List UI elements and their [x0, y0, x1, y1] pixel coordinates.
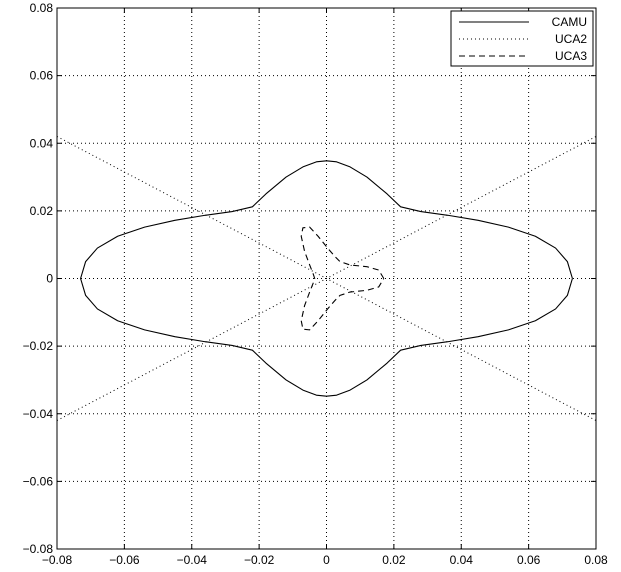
legend: CAMU UCA2 UCA3 [450, 10, 594, 67]
axis-ticks: −0.08 −0.06 −0.04 −0.02 0 0.02 0.04 0.06 0.08 −0.… [23, 1, 608, 567]
y-tick-label: −0.02 [23, 339, 54, 353]
y-tick-label: 0.02 [30, 204, 54, 218]
y-tick-label: 0.06 [30, 69, 54, 83]
plot-series [56, 136, 597, 421]
y-tick-label: −0.08 [23, 542, 54, 556]
series-camu-line [80, 160, 573, 397]
x-tick-label: −0.02 [244, 553, 275, 567]
x-tick-label: 0 [323, 553, 330, 567]
y-tick-label: 0.08 [30, 1, 54, 15]
x-tick-label: 0.02 [382, 553, 406, 567]
x-tick-label: 0.06 [517, 553, 541, 567]
x-tick-label: −0.06 [109, 553, 140, 567]
legend-label-camu: CAMU [552, 15, 587, 29]
series-uca3-line [300, 226, 385, 331]
x-tick-label: 0.08 [584, 553, 608, 567]
y-tick-label: 0.04 [30, 136, 54, 150]
series-uca2-branch-2-line [56, 136, 597, 421]
y-tick-label: −0.04 [23, 407, 54, 421]
x-tick-label: 0.04 [450, 553, 474, 567]
y-tick-label: −0.06 [23, 474, 54, 488]
legend-box [450, 10, 594, 67]
legend-label-uca3: UCA3 [555, 49, 587, 63]
legend-label-uca2: UCA2 [555, 32, 587, 46]
x-tick-label: −0.08 [42, 553, 73, 567]
y-tick-label: 0 [46, 272, 53, 286]
x-tick-label: −0.04 [177, 553, 208, 567]
